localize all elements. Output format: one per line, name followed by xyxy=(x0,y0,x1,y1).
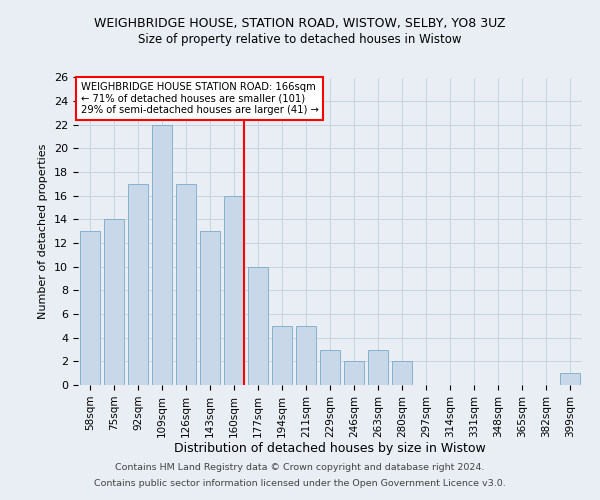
Text: WEIGHBRIDGE HOUSE, STATION ROAD, WISTOW, SELBY, YO8 3UZ: WEIGHBRIDGE HOUSE, STATION ROAD, WISTOW,… xyxy=(94,18,506,30)
Y-axis label: Number of detached properties: Number of detached properties xyxy=(38,144,49,319)
Bar xyxy=(128,184,148,385)
Bar xyxy=(368,350,388,385)
Bar xyxy=(344,362,364,385)
Text: Contains HM Land Registry data © Crown copyright and database right 2024.: Contains HM Land Registry data © Crown c… xyxy=(115,464,485,472)
Bar xyxy=(176,184,196,385)
Bar xyxy=(296,326,316,385)
X-axis label: Distribution of detached houses by size in Wistow: Distribution of detached houses by size … xyxy=(174,442,486,456)
Bar xyxy=(392,362,412,385)
Text: WEIGHBRIDGE HOUSE STATION ROAD: 166sqm
← 71% of detached houses are smaller (101: WEIGHBRIDGE HOUSE STATION ROAD: 166sqm ←… xyxy=(80,82,319,116)
Bar xyxy=(152,125,172,385)
Bar xyxy=(272,326,292,385)
Bar xyxy=(224,196,244,385)
Bar xyxy=(80,231,100,385)
Bar xyxy=(200,231,220,385)
Bar xyxy=(560,373,580,385)
Text: Size of property relative to detached houses in Wistow: Size of property relative to detached ho… xyxy=(138,32,462,46)
Bar xyxy=(248,266,268,385)
Bar xyxy=(104,220,124,385)
Bar xyxy=(320,350,340,385)
Text: Contains public sector information licensed under the Open Government Licence v3: Contains public sector information licen… xyxy=(94,478,506,488)
